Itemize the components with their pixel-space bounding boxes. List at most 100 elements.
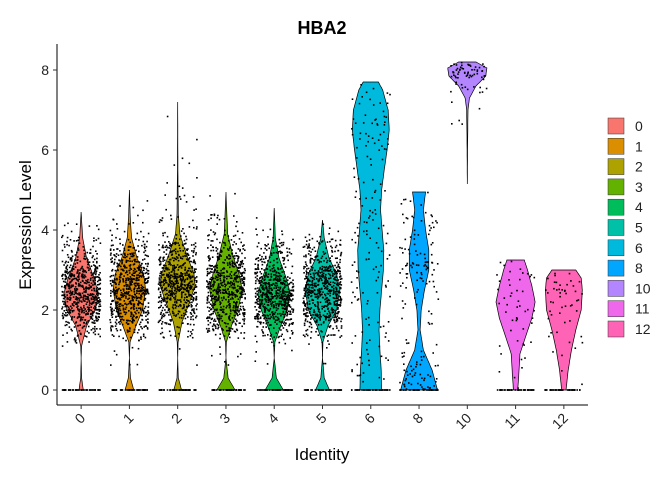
jitter-point: [374, 213, 377, 215]
jitter-point: [208, 259, 210, 262]
jitter-point: [501, 389, 504, 391]
jitter-point: [122, 288, 125, 290]
jitter-point: [461, 87, 464, 89]
jitter-point: [332, 265, 334, 267]
jitter-point: [337, 329, 340, 332]
jitter-point: [217, 293, 219, 295]
jitter-point: [269, 269, 272, 272]
jitter-point: [316, 305, 319, 308]
jitter-point: [227, 249, 230, 251]
jitter-point: [280, 303, 283, 305]
jitter-point: [142, 259, 144, 261]
jitter-point: [174, 301, 176, 303]
jitter-point: [409, 373, 411, 375]
jitter-point: [236, 266, 239, 269]
jitter-point: [158, 249, 161, 251]
jitter-point: [259, 280, 261, 283]
jitter-point: [139, 296, 142, 299]
jitter-point: [340, 325, 343, 327]
jitter-point: [144, 249, 147, 252]
jitter-point: [129, 241, 131, 244]
jitter-point: [326, 300, 328, 302]
jitter-point: [188, 226, 191, 228]
jitter-point: [324, 252, 327, 255]
jitter-point: [132, 253, 134, 256]
jitter-point: [329, 240, 331, 243]
jitter-point: [165, 322, 168, 325]
jitter-point: [93, 289, 96, 292]
jitter-point: [193, 247, 196, 250]
jitter-point: [221, 281, 224, 284]
jitter-point: [313, 259, 315, 261]
jitter-point: [211, 295, 214, 298]
jitter-point: [333, 319, 335, 321]
jitter-point: [142, 389, 145, 391]
jitter-point: [168, 298, 171, 301]
jitter-point: [183, 232, 185, 235]
jitter-point: [505, 311, 507, 313]
jitter-point: [399, 389, 401, 391]
jitter-point: [169, 389, 172, 391]
jitter-point: [257, 303, 260, 305]
jitter-point: [145, 245, 148, 248]
jitter-point: [232, 389, 235, 391]
jitter-point: [313, 282, 316, 285]
jitter-point: [306, 320, 309, 323]
jitter-point: [276, 282, 278, 285]
jitter-point: [280, 293, 283, 296]
jitter-point: [98, 283, 101, 286]
jitter-point: [64, 271, 66, 274]
jitter-point: [243, 309, 245, 311]
jitter-point: [218, 274, 220, 277]
jitter-point: [110, 364, 112, 366]
jitter-point: [174, 298, 176, 301]
jitter-point: [63, 310, 66, 312]
jitter-point: [87, 312, 89, 314]
jitter-point: [91, 303, 93, 305]
jitter-point: [180, 277, 182, 280]
jitter-point: [324, 293, 326, 296]
jitter-point: [306, 289, 308, 292]
jitter-point: [275, 251, 278, 254]
y-tick-label: 6: [41, 142, 49, 158]
jitter-point: [226, 277, 228, 280]
jitter-point: [90, 285, 93, 288]
jitter-point: [355, 389, 358, 391]
jitter-point: [76, 288, 79, 291]
jitter-point: [233, 282, 235, 285]
jitter-point: [88, 300, 91, 303]
jitter-point: [239, 276, 241, 278]
jitter-point: [409, 389, 412, 391]
jitter-point: [415, 389, 418, 391]
jitter-point: [337, 265, 340, 268]
jitter-point: [129, 246, 132, 248]
jitter-point: [180, 283, 182, 285]
jitter-point: [177, 289, 180, 291]
jitter-point: [147, 232, 150, 235]
jitter-point: [133, 254, 135, 257]
jitter-point: [325, 389, 327, 391]
jitter-point: [331, 238, 334, 240]
jitter-point: [121, 304, 123, 307]
jitter-point: [92, 389, 95, 391]
jitter-point: [123, 247, 126, 250]
jitter-point: [264, 282, 266, 284]
jitter-point: [211, 298, 213, 300]
jitter-point: [376, 123, 378, 125]
jitter-point: [569, 305, 572, 307]
jitter-point: [420, 359, 423, 361]
jitter-point: [256, 275, 259, 277]
jitter-point: [268, 285, 271, 288]
jitter-point: [332, 275, 334, 277]
jitter-point: [365, 258, 368, 261]
jitter-point: [241, 265, 244, 268]
jitter-point: [168, 241, 170, 243]
jitter-point: [178, 348, 181, 350]
jitter-point: [429, 229, 431, 232]
jitter-point: [267, 295, 270, 298]
jitter-point: [136, 277, 139, 280]
jitter-point: [166, 182, 168, 184]
jitter-point: [68, 278, 71, 280]
jitter-point: [175, 282, 178, 285]
jitter-point: [329, 289, 331, 291]
